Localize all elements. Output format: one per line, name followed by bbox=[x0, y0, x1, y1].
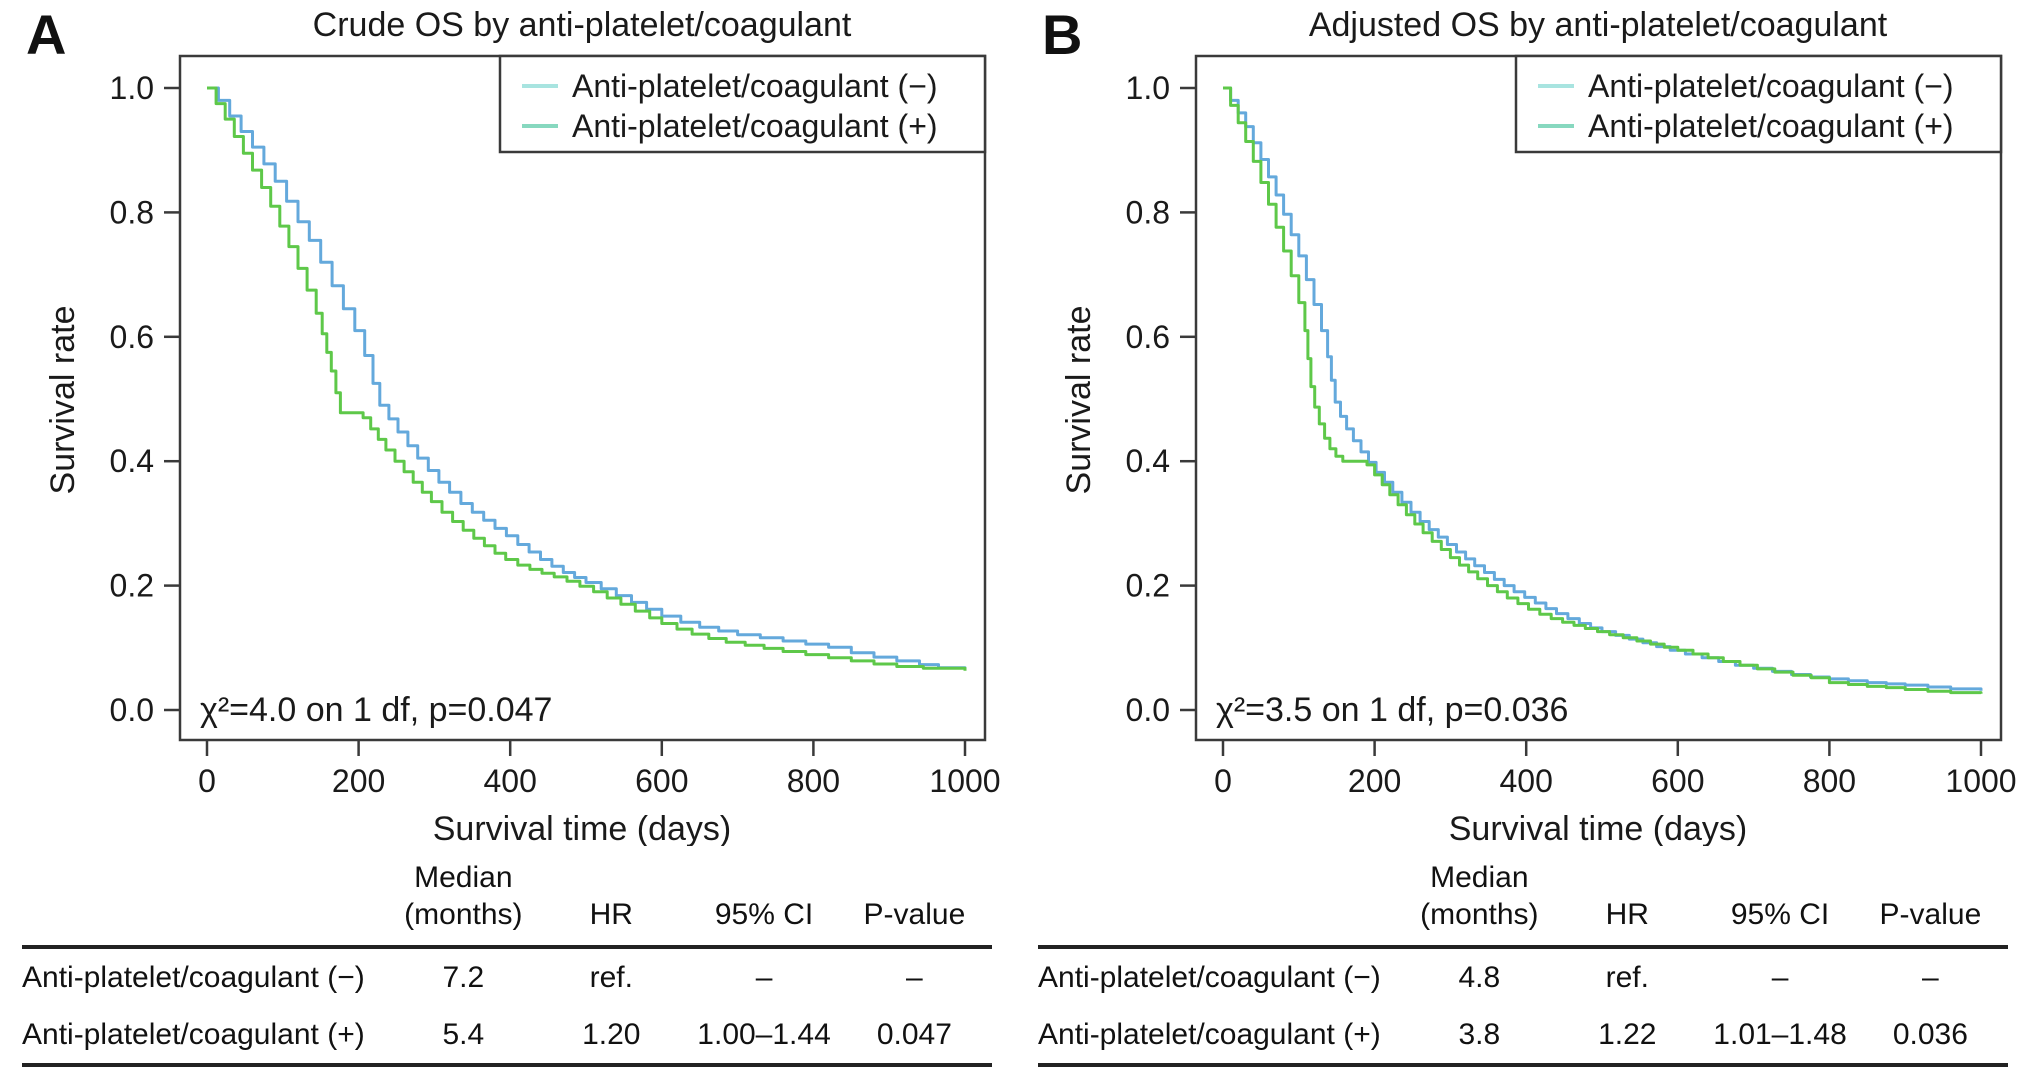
header-median-line1: Median bbox=[1430, 861, 1529, 894]
hr-table-a: Median (months) HR 95% CI P-value Anti-p… bbox=[22, 860, 992, 1067]
x-tick-label: 800 bbox=[1803, 763, 1856, 799]
header-ci: 95% CI bbox=[1730, 897, 1830, 931]
cell-hr: 1.20 bbox=[582, 1018, 641, 1052]
legend: Anti-platelet/coagulant (−) Anti-platele… bbox=[1514, 54, 2003, 154]
header-median-line2: (months) bbox=[1420, 897, 1539, 931]
table-row-negative: Anti-platelet/coagulant (−) 4.8 ref. – – bbox=[1038, 947, 2008, 1006]
x-tick-label: 1000 bbox=[1945, 763, 2016, 799]
plot-area: 0 200 400 600 800 1000 0.0 0.2 0.4 0.6 0.8 1.0 bbox=[1126, 54, 2017, 799]
x-tick-label: 600 bbox=[1651, 763, 1704, 799]
cell-ci: – bbox=[755, 961, 773, 995]
header-group bbox=[1038, 860, 1411, 947]
survival-chart-b: Adjusted OS by anti-platelet/coagulant S… bbox=[1060, 6, 2017, 846]
legend: Anti-platelet/coagulant (−) Anti-platele… bbox=[498, 54, 987, 154]
header-median: Median (months) bbox=[1411, 860, 1547, 947]
cell-ci: 1.00–1.44 bbox=[697, 1018, 831, 1052]
x-tick-label: 600 bbox=[635, 763, 688, 799]
header-group bbox=[22, 860, 395, 947]
cell-group: Anti-platelet/coagulant (+) bbox=[1038, 1018, 1381, 1052]
x-tick-label: 400 bbox=[484, 763, 537, 799]
y-tick-label: 0.8 bbox=[1126, 194, 1170, 230]
y-tick-label: 0.6 bbox=[1126, 319, 1170, 355]
km-curve-positive bbox=[207, 86, 967, 671]
stat-annotation: χ²=4.0 on 1 df, p=0.047 bbox=[200, 691, 552, 729]
header-median-line1: Median bbox=[414, 861, 513, 894]
panel-a-letter: A bbox=[26, 3, 67, 66]
y-tick-label: 0.0 bbox=[1126, 692, 1170, 728]
cell-ci: – bbox=[1771, 961, 1789, 995]
x-tick-label: 200 bbox=[1348, 763, 1401, 799]
plot-frame bbox=[1194, 54, 2003, 742]
header-median: Median (months) bbox=[395, 860, 531, 947]
x-tick-label: 0 bbox=[1214, 763, 1232, 799]
km-curve-negative bbox=[1223, 86, 1983, 691]
x-tick-label: 0 bbox=[198, 763, 216, 799]
cell-p: – bbox=[906, 961, 923, 995]
km-curve-positive bbox=[1223, 86, 1983, 695]
y-tick-label: 0.2 bbox=[1126, 568, 1170, 604]
cell-median: 7.2 bbox=[442, 961, 485, 995]
km-curve-negative bbox=[207, 86, 967, 670]
cell-median: 5.4 bbox=[442, 1018, 485, 1052]
header-hr: HR bbox=[589, 897, 633, 931]
legend-label-negative: Anti-platelet/coagulant (−) bbox=[572, 68, 938, 104]
panel-b-letter: B bbox=[1042, 3, 1083, 66]
cell-hr: ref. bbox=[589, 961, 633, 995]
y-tick-label: 1.0 bbox=[110, 70, 154, 106]
panel-a: A Crude OS by anti-platelet/coagulant Su… bbox=[0, 0, 1016, 1067]
table-row-negative: Anti-platelet/coagulant (−) 7.2 ref. – – bbox=[22, 947, 992, 1006]
cell-hr: 1.22 bbox=[1598, 1018, 1657, 1052]
plot-frame bbox=[178, 54, 987, 742]
x-axis-label: Survival time (days) bbox=[1449, 810, 1748, 846]
table-row-positive: Anti-platelet/coagulant (+) 5.4 1.20 1.0… bbox=[22, 1006, 992, 1066]
cell-group: Anti-platelet/coagulant (−) bbox=[22, 961, 365, 995]
x-axis-label: Survival time (days) bbox=[433, 810, 732, 846]
x-tick-label: 400 bbox=[1500, 763, 1553, 799]
cell-group: Anti-platelet/coagulant (−) bbox=[1038, 961, 1381, 995]
y-tick-label: 0.0 bbox=[110, 692, 154, 728]
chart-title: Crude OS by anti-platelet/coagulant bbox=[313, 6, 852, 44]
table-header-row: Median (months) HR 95% CI P-value bbox=[22, 860, 992, 948]
legend-label-negative: Anti-platelet/coagulant (−) bbox=[1588, 68, 1954, 104]
plot-area: 0 200 400 600 800 1000 0.0 0.2 0.4 0.6 0.8 1.0 bbox=[110, 54, 1001, 799]
y-tick-label: 0.8 bbox=[110, 194, 154, 230]
header-median-line2: (months) bbox=[404, 897, 523, 931]
y-tick-label: 0.4 bbox=[110, 443, 154, 479]
table-row-positive: Anti-platelet/coagulant (+) 3.8 1.22 1.0… bbox=[1038, 1006, 2008, 1066]
chart-title: Adjusted OS by anti-platelet/coagulant bbox=[1309, 6, 1888, 44]
cell-ci: 1.01–1.48 bbox=[1713, 1018, 1847, 1052]
table-header-row: Median (months) HR 95% CI P-value bbox=[1038, 860, 2008, 948]
survival-chart-a: Crude OS by anti-platelet/coagulant Surv… bbox=[44, 6, 1001, 846]
cell-median: 4.8 bbox=[1458, 961, 1501, 995]
header-p: P-value bbox=[863, 897, 966, 931]
panel-b: B Adjusted OS by anti-platelet/coagulant… bbox=[1016, 0, 2032, 1067]
y-axis-label: Survival rate bbox=[44, 306, 82, 495]
y-tick-label: 0.2 bbox=[110, 568, 154, 604]
y-tick-label: 0.4 bbox=[1126, 443, 1170, 479]
cell-median: 3.8 bbox=[1458, 1018, 1501, 1052]
hr-table-b: Median (months) HR 95% CI P-value Anti-p… bbox=[1038, 860, 2008, 1067]
y-axis-label: Survival rate bbox=[1060, 306, 1098, 495]
cell-p: 0.036 bbox=[1892, 1018, 1968, 1052]
x-tick-label: 200 bbox=[332, 763, 385, 799]
header-p: P-value bbox=[1879, 897, 1982, 931]
legend-box bbox=[1514, 54, 2003, 154]
y-tick-label: 0.6 bbox=[110, 319, 154, 355]
y-tick-label: 1.0 bbox=[1126, 70, 1170, 106]
header-hr: HR bbox=[1605, 897, 1649, 931]
cell-group: Anti-platelet/coagulant (+) bbox=[22, 1018, 365, 1052]
x-tick-label: 800 bbox=[787, 763, 840, 799]
cell-p: 0.047 bbox=[876, 1018, 952, 1052]
header-ci: 95% CI bbox=[714, 897, 814, 931]
x-tick-label: 1000 bbox=[929, 763, 1000, 799]
legend-label-positive: Anti-platelet/coagulant (+) bbox=[1588, 108, 1954, 144]
cell-hr: ref. bbox=[1605, 961, 1649, 995]
legend-box bbox=[498, 54, 987, 154]
legend-label-positive: Anti-platelet/coagulant (+) bbox=[572, 108, 938, 144]
cell-p: – bbox=[1922, 961, 1939, 995]
stat-annotation: χ²=3.5 on 1 df, p=0.036 bbox=[1216, 691, 1568, 729]
